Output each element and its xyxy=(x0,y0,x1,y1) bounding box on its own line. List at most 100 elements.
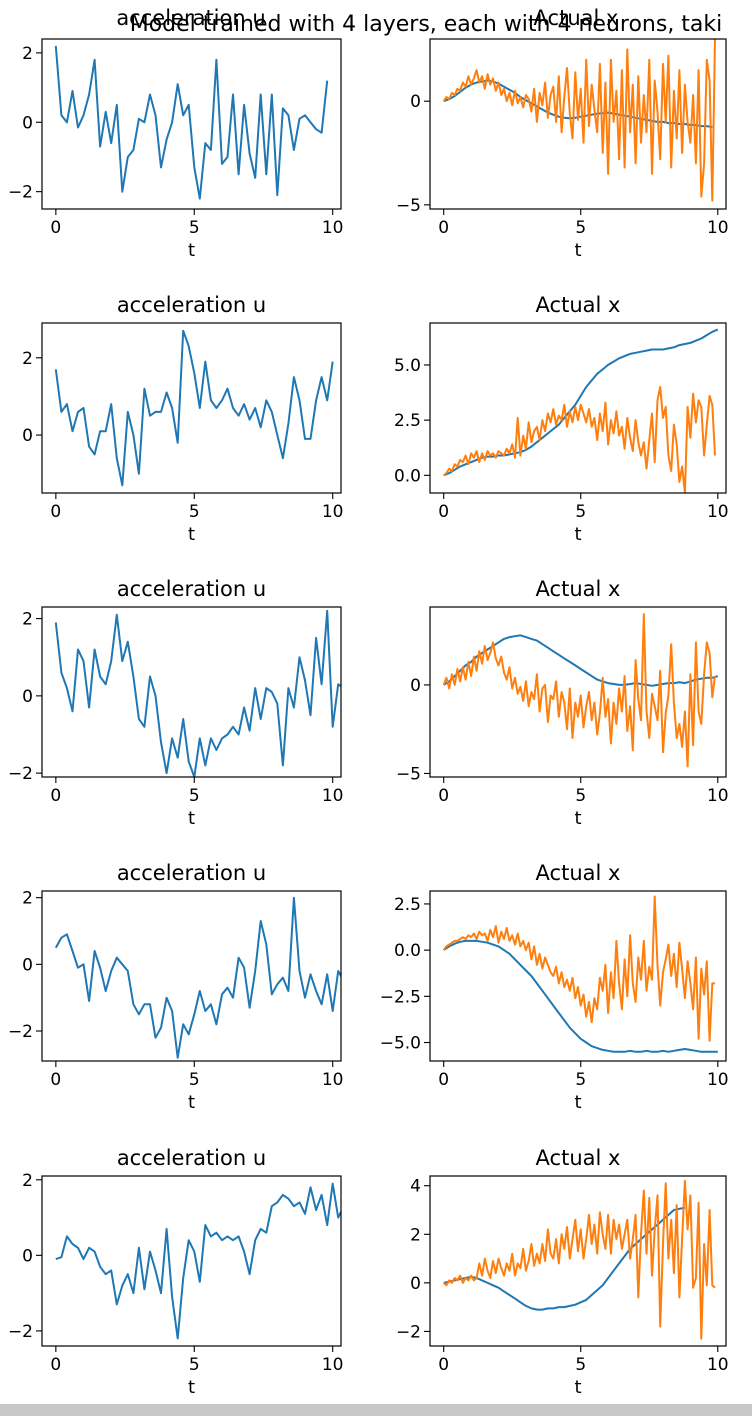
y-tick-label: 0 xyxy=(22,113,33,133)
subplot: acceleration u 0 5 10 −2 0 2 t xyxy=(8,577,344,829)
x-tick-label: 5 xyxy=(575,1070,586,1090)
x-tick-label: 0 xyxy=(50,1070,61,1090)
series-line xyxy=(443,634,719,687)
y-tick-label: 2 xyxy=(22,610,33,630)
axes-frame xyxy=(41,38,342,210)
y-tick-label: −2 xyxy=(396,1322,421,1342)
series-line xyxy=(442,39,716,202)
x-tick-label: 5 xyxy=(189,502,200,522)
subplot: 0 5 10 −2 0 2 t xyxy=(8,38,344,261)
axes-frame xyxy=(41,890,342,1062)
series-line xyxy=(443,328,719,477)
subplot: Actual x 0 5 10 −5.0 −2.5 0.0 2.5 t xyxy=(380,861,729,1113)
series-line xyxy=(54,45,329,200)
y-tick-label: 2 xyxy=(22,889,33,909)
subplot: 0 5 10 −5 0 t xyxy=(396,38,729,261)
y-tick-label: 4 xyxy=(410,1177,421,1197)
x-axis-label: t xyxy=(188,1092,195,1113)
panel-title: acceleration u xyxy=(117,861,266,885)
y-tick-label: 0 xyxy=(410,676,421,696)
x-tick-label: 0 xyxy=(50,786,61,806)
panel-title: acceleration u xyxy=(116,6,265,30)
y-tick-label: 2 xyxy=(22,44,33,64)
y-tick-label: 0 xyxy=(410,92,421,112)
series-line xyxy=(55,1182,341,1340)
panel-title: acceleration u xyxy=(117,1146,266,1170)
y-tick-label: 2.5 xyxy=(394,895,421,915)
x-tick-label: 5 xyxy=(189,1070,200,1090)
x-tick-label: 5 xyxy=(189,218,200,238)
subplot: acceleration u 0 5 10 0 2 t xyxy=(22,293,343,545)
subplot: acceleration u 0 5 10 −2 0 2 t xyxy=(8,861,344,1113)
x-tick-label: 5 xyxy=(575,502,586,522)
y-tick-label: −2 xyxy=(8,1022,33,1042)
x-tick-label: 5 xyxy=(575,218,586,238)
y-tick-label: 0 xyxy=(22,687,33,707)
x-tick-label: 10 xyxy=(322,502,344,522)
series-line xyxy=(443,1179,716,1340)
y-tick-label: −5 xyxy=(396,196,421,216)
x-tick-label: 10 xyxy=(322,1355,344,1375)
x-axis-label: t xyxy=(574,524,581,545)
y-tick-label: 0.0 xyxy=(394,466,421,486)
x-tick-label: 10 xyxy=(707,1355,729,1375)
x-axis-label: t xyxy=(188,808,195,829)
axes-frame xyxy=(429,322,727,494)
y-tick-label: 0 xyxy=(22,1246,33,1266)
y-tick-label: −2.5 xyxy=(380,987,421,1007)
x-tick-label: 5 xyxy=(189,786,200,806)
y-tick-label: 5.0 xyxy=(394,356,421,376)
x-axis-label: t xyxy=(188,240,195,261)
x-axis-label: t xyxy=(574,240,581,261)
y-tick-label: 0 xyxy=(410,1274,421,1294)
axes-frame xyxy=(429,606,727,778)
x-tick-label: 10 xyxy=(322,786,344,806)
y-tick-label: 2 xyxy=(410,1225,421,1245)
x-tick-label: 10 xyxy=(322,1070,344,1090)
panel-title: Actual x xyxy=(536,861,621,885)
y-tick-label: −2 xyxy=(8,764,33,784)
x-axis-label: t xyxy=(574,1092,581,1113)
x-tick-label: 0 xyxy=(438,1355,449,1375)
x-tick-label: 0 xyxy=(50,1355,61,1375)
x-tick-label: 10 xyxy=(322,218,344,238)
subplot: Actual x 0 5 10 −2 0 2 4 t xyxy=(396,1146,729,1398)
subplot: acceleration u 0 5 10 −2 0 2 t xyxy=(8,1146,344,1398)
x-tick-label: 10 xyxy=(707,786,729,806)
x-tick-label: 10 xyxy=(707,502,729,522)
x-tick-label: 5 xyxy=(575,786,586,806)
y-tick-label: 0.0 xyxy=(394,941,421,961)
panel-title: Actual x xyxy=(536,1146,621,1170)
y-tick-label: −5.0 xyxy=(380,1034,421,1054)
axes-frame xyxy=(429,1175,727,1347)
series-line xyxy=(54,329,334,487)
series-line xyxy=(54,896,341,1059)
x-tick-label: 0 xyxy=(50,502,61,522)
series-line xyxy=(442,895,715,1042)
x-tick-label: 5 xyxy=(189,1355,200,1375)
series-line xyxy=(442,613,716,768)
axes-frame xyxy=(41,1175,342,1347)
window-bottom-bar xyxy=(0,1404,752,1416)
x-tick-label: 0 xyxy=(438,218,449,238)
x-axis-label: t xyxy=(574,808,581,829)
x-axis-label: t xyxy=(188,524,195,545)
panel-title: Actual x xyxy=(536,577,621,601)
axes-frame xyxy=(41,322,342,494)
subplot: Actual x 0 5 10 −5 0 t xyxy=(396,577,729,829)
x-axis-label: t xyxy=(188,1377,195,1398)
y-tick-label: −2 xyxy=(8,1322,33,1342)
x-tick-label: 10 xyxy=(707,1070,729,1090)
axes-frame xyxy=(41,606,342,778)
y-tick-label: 0 xyxy=(22,955,33,975)
y-tick-label: 2.5 xyxy=(394,411,421,431)
panel-title: Actual x xyxy=(536,293,621,317)
x-tick-label: 0 xyxy=(50,218,61,238)
y-tick-label: −5 xyxy=(396,764,421,784)
series-line xyxy=(54,609,341,777)
x-tick-label: 0 xyxy=(438,502,449,522)
x-tick-label: 5 xyxy=(575,1355,586,1375)
x-tick-label: 0 xyxy=(438,1070,449,1090)
